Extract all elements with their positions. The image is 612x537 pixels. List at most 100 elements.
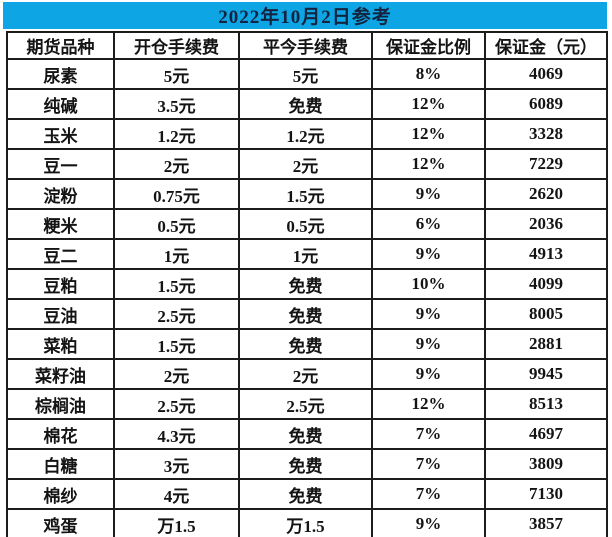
cell-open-fee: 3.5元 <box>113 88 240 120</box>
cell-variety: 豆粕 <box>6 268 115 300</box>
cell-variety: 粳米 <box>6 208 115 240</box>
header-margin-ratio: 保证金比例 <box>371 31 486 60</box>
cell-margin-ratio: 7% <box>371 478 486 510</box>
cell-margin-ratio: 9% <box>371 298 486 330</box>
cell-open-fee: 1.2元 <box>113 118 240 150</box>
table-row: 玉米 1.2元 1.2元 12% 3328 <box>6 118 608 150</box>
cell-open-fee: 0.5元 <box>113 208 240 240</box>
cell-closetoday-fee: 2元 <box>238 148 373 180</box>
cell-margin-amount: 3857 <box>484 508 608 537</box>
cell-open-fee: 1.5元 <box>113 328 240 360</box>
cell-margin-ratio: 12% <box>371 118 486 150</box>
cell-open-fee: 万1.5 <box>113 508 240 537</box>
cell-closetoday-fee: 免费 <box>238 328 373 360</box>
cell-variety: 淀粉 <box>6 178 115 210</box>
cell-open-fee: 5元 <box>113 58 240 90</box>
cell-open-fee: 3元 <box>113 448 240 480</box>
table-row: 菜籽油 2元 2元 9% 9945 <box>6 358 608 390</box>
table-row: 豆一 2元 2元 12% 7229 <box>6 148 608 180</box>
cell-margin-amount: 4913 <box>484 238 608 270</box>
table-row: 白糖 3元 免费 7% 3809 <box>6 448 608 480</box>
cell-variety: 豆二 <box>6 238 115 270</box>
cell-margin-amount: 7130 <box>484 478 608 510</box>
cell-variety: 菜籽油 <box>6 358 115 390</box>
table-row: 豆油 2.5元 免费 9% 8005 <box>6 298 608 330</box>
cell-open-fee: 4元 <box>113 478 240 510</box>
cell-margin-amount: 4697 <box>484 418 608 450</box>
cell-margin-amount: 3809 <box>484 448 608 480</box>
title-banner: 2022年10月2日参考 <box>3 2 607 29</box>
cell-margin-amount: 3328 <box>484 118 608 150</box>
cell-margin-ratio: 7% <box>371 448 486 480</box>
cell-margin-ratio: 7% <box>371 418 486 450</box>
table-row: 菜粕 1.5元 免费 9% 2881 <box>6 328 608 360</box>
cell-closetoday-fee: 万1.5 <box>238 508 373 537</box>
cell-open-fee: 0.75元 <box>113 178 240 210</box>
cell-variety: 纯碱 <box>6 88 115 120</box>
cell-margin-ratio: 9% <box>371 178 486 210</box>
table-row: 鸡蛋 万1.5 万1.5 9% 3857 <box>6 508 608 537</box>
cell-variety: 菜粕 <box>6 328 115 360</box>
cell-margin-amount: 7229 <box>484 148 608 180</box>
cell-margin-amount: 6089 <box>484 88 608 120</box>
cell-margin-ratio: 6% <box>371 208 486 240</box>
cell-variety: 豆油 <box>6 298 115 330</box>
cell-closetoday-fee: 1.5元 <box>238 178 373 210</box>
table-row: 豆二 1元 1元 9% 4913 <box>6 238 608 270</box>
table-row: 纯碱 3.5元 免费 12% 6089 <box>6 88 608 120</box>
cell-variety: 鸡蛋 <box>6 508 115 537</box>
table-row: 棕榈油 2.5元 2.5元 12% 8513 <box>6 388 608 420</box>
table-row: 粳米 0.5元 0.5元 6% 2036 <box>6 208 608 240</box>
cell-variety: 玉米 <box>6 118 115 150</box>
cell-margin-ratio: 10% <box>371 268 486 300</box>
cell-variety: 豆一 <box>6 148 115 180</box>
cell-open-fee: 4.3元 <box>113 418 240 450</box>
cell-open-fee: 2.5元 <box>113 298 240 330</box>
cell-margin-ratio: 9% <box>371 508 486 537</box>
cell-closetoday-fee: 5元 <box>238 58 373 90</box>
cell-open-fee: 2元 <box>113 358 240 390</box>
table-row: 豆粕 1.5元 免费 10% 4099 <box>6 268 608 300</box>
header-variety: 期货品种 <box>6 31 115 60</box>
cell-margin-ratio: 9% <box>371 238 486 270</box>
cell-variety: 尿素 <box>6 58 115 90</box>
cell-margin-amount: 9945 <box>484 358 608 390</box>
cell-variety: 棉花 <box>6 418 115 450</box>
cell-closetoday-fee: 1元 <box>238 238 373 270</box>
cell-open-fee: 2.5元 <box>113 388 240 420</box>
header-closetoday-fee: 平今手续费 <box>238 31 373 60</box>
cell-closetoday-fee: 免费 <box>238 298 373 330</box>
cell-margin-amount: 8513 <box>484 388 608 420</box>
cell-margin-amount: 2881 <box>484 328 608 360</box>
header-open-fee: 开仓手续费 <box>113 31 240 60</box>
cell-closetoday-fee: 2.5元 <box>238 388 373 420</box>
cell-margin-amount: 8005 <box>484 298 608 330</box>
header-margin-amount: 保证金（元） <box>484 31 608 60</box>
cell-closetoday-fee: 0.5元 <box>238 208 373 240</box>
cell-closetoday-fee: 2元 <box>238 358 373 390</box>
cell-margin-amount: 2036 <box>484 208 608 240</box>
cell-closetoday-fee: 免费 <box>238 418 373 450</box>
page-title: 2022年10月2日参考 <box>218 7 392 28</box>
cell-variety: 白糖 <box>6 448 115 480</box>
cell-margin-ratio: 12% <box>371 88 486 120</box>
cell-margin-ratio: 9% <box>371 358 486 390</box>
cell-margin-ratio: 8% <box>371 58 486 90</box>
cell-closetoday-fee: 免费 <box>238 268 373 300</box>
cell-variety: 棉纱 <box>6 478 115 510</box>
cell-margin-ratio: 12% <box>371 388 486 420</box>
cell-variety: 棕榈油 <box>6 388 115 420</box>
cell-open-fee: 2元 <box>113 148 240 180</box>
cell-open-fee: 1.5元 <box>113 268 240 300</box>
cell-closetoday-fee: 免费 <box>238 478 373 510</box>
cell-open-fee: 1元 <box>113 238 240 270</box>
cell-closetoday-fee: 免费 <box>238 88 373 120</box>
cell-margin-ratio: 12% <box>371 148 486 180</box>
cell-closetoday-fee: 免费 <box>238 448 373 480</box>
cell-margin-amount: 4069 <box>484 58 608 90</box>
table-row: 淀粉 0.75元 1.5元 9% 2620 <box>6 178 608 210</box>
cell-margin-amount: 4099 <box>484 268 608 300</box>
table-row: 棉花 4.3元 免费 7% 4697 <box>6 418 608 450</box>
table-header-row: 期货品种 开仓手续费 平今手续费 保证金比例 保证金（元） <box>6 31 608 60</box>
